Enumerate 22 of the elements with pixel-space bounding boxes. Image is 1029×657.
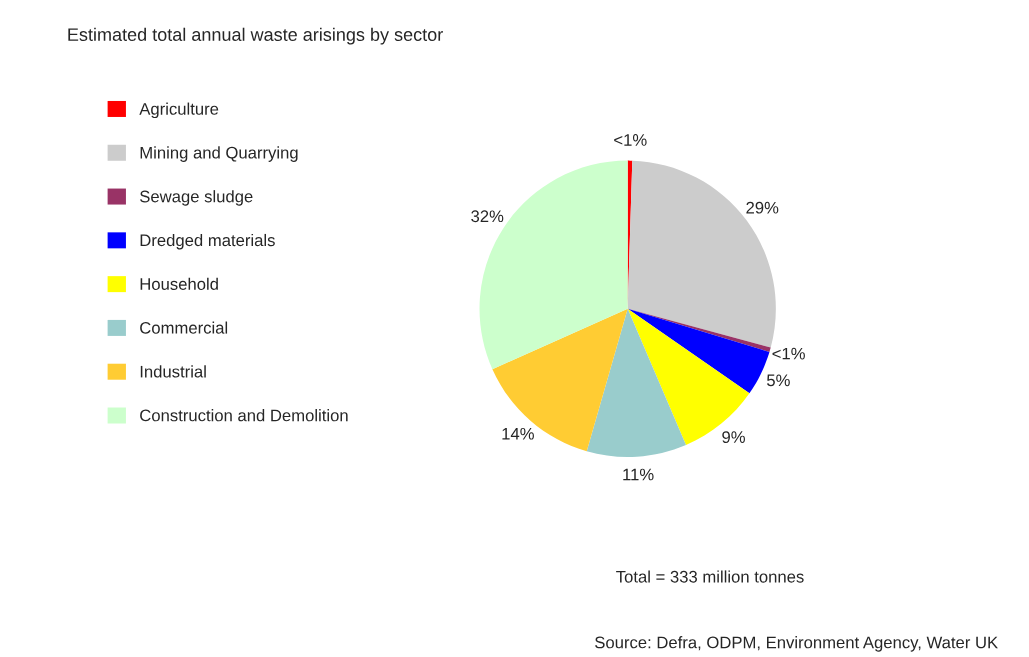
data-label: 9% [722,431,745,444]
legend-label: Sewage sludge [140,190,253,206]
text: Total = 333 million tonnes [616,570,804,583]
pie-slice [492,308,628,452]
source-note: Source: Defra, ODPM, Environment Agency, Water UK [595,636,998,652]
legend-label: Mining and Quarrying [140,146,298,162]
legend-label: Dredged materials [140,233,275,250]
data-label: <1% [772,347,805,360]
pie-slice [627,308,750,446]
data-label: 32% [471,210,504,223]
data-label: 5% [767,374,790,387]
legend-label: Commercial [140,321,228,334]
data-label: 11% [623,468,654,481]
legend-label: Industrial [140,365,206,378]
chart-title: Estimated total annual waste arisings by sector [68,27,443,45]
data-label: <1% [614,134,647,146]
legend-label: Construction and Demolition [140,409,348,422]
legend-label: Household [140,277,218,290]
legend-label: Agriculture [139,102,219,119]
data-label: 29% [746,201,779,214]
data-label: 14% [502,427,534,440]
pie-slice [586,308,686,457]
